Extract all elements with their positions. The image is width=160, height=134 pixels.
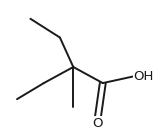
Text: O: O <box>92 117 103 130</box>
Text: OH: OH <box>134 70 154 83</box>
